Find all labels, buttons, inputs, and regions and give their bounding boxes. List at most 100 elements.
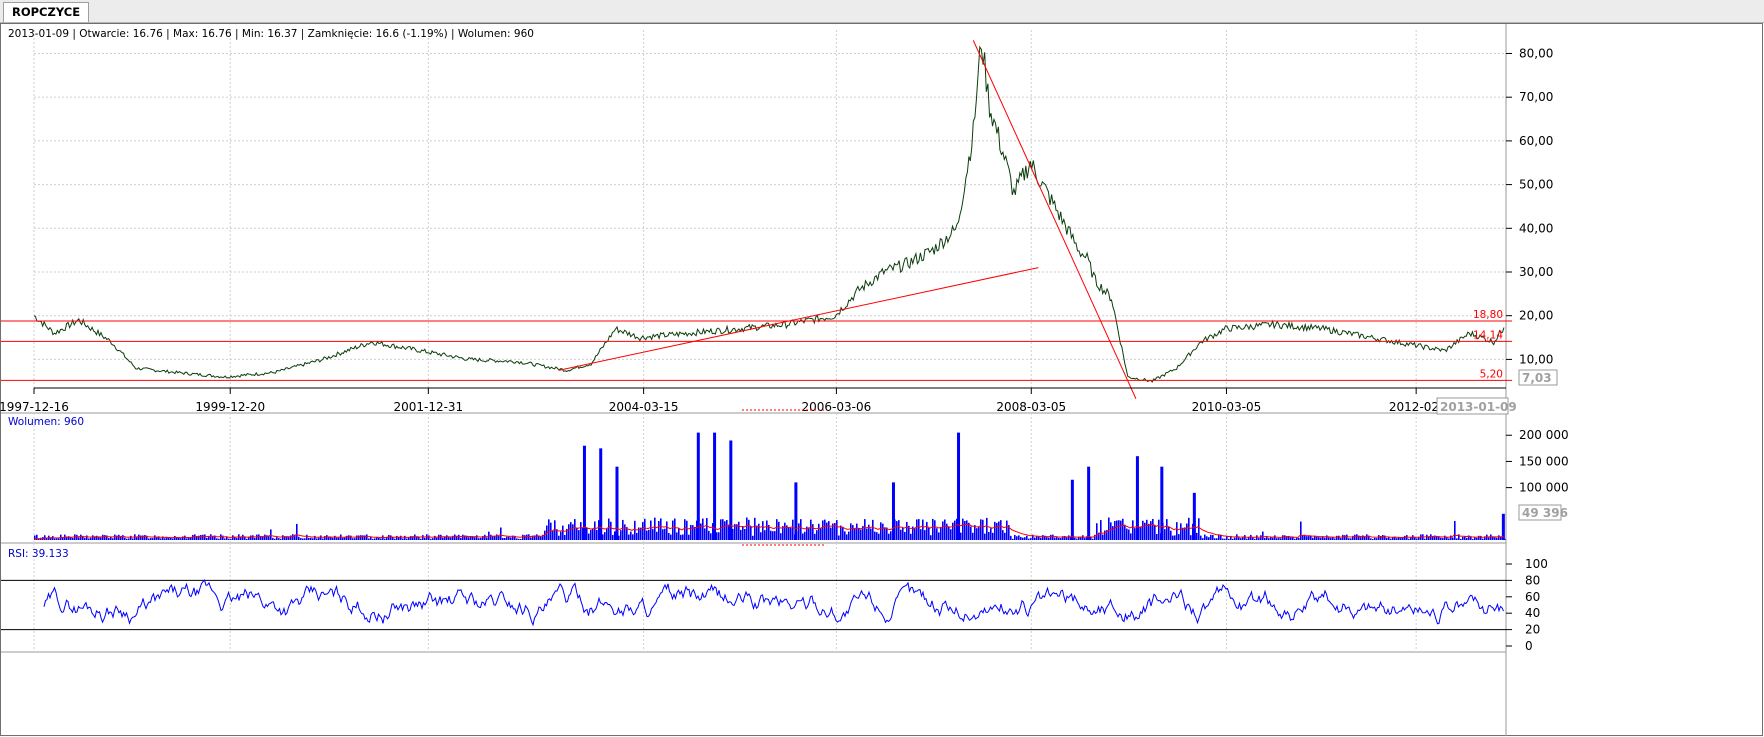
volume-bar <box>878 533 880 540</box>
price-y-tick-label: 40,00 <box>1519 221 1553 235</box>
volume-bar <box>602 534 604 540</box>
volume-bar <box>478 538 480 540</box>
volume-bar <box>54 538 56 540</box>
volume-bar <box>1102 534 1104 540</box>
volume-bar <box>660 518 662 540</box>
volume-bar <box>746 517 748 540</box>
volume-bar <box>1430 534 1432 540</box>
price-y-tick-label: 10,00 <box>1519 352 1553 366</box>
volume-bar <box>810 519 812 540</box>
volume-bar <box>108 538 110 540</box>
volume-bar <box>896 521 898 540</box>
volume-bar <box>126 538 128 540</box>
volume-bar <box>198 535 200 540</box>
tab-ropczyce[interactable]: ROPCZYCE <box>3 2 90 22</box>
volume-bar <box>1258 538 1260 540</box>
volume-peak-bar <box>1070 479 1074 540</box>
volume-bar <box>180 538 182 540</box>
volume-bar <box>694 526 696 540</box>
volume-bar <box>954 520 956 540</box>
volume-bar <box>942 521 944 540</box>
volume-bar <box>124 537 126 540</box>
volume-bar <box>1338 535 1340 540</box>
volume-bar <box>626 527 628 540</box>
volume-bar <box>1212 534 1214 540</box>
volume-bar <box>856 523 858 540</box>
volume-bar <box>594 521 596 540</box>
volume-bar <box>804 531 806 540</box>
volume-bar <box>296 523 298 540</box>
volume-bar <box>1022 537 1024 540</box>
volume-bar <box>264 534 266 540</box>
volume-bar <box>1128 529 1130 540</box>
volume-bar <box>278 538 280 540</box>
volume-bar <box>756 525 758 540</box>
volume-bar <box>984 533 986 540</box>
volume-bar <box>950 529 952 540</box>
volume-bar <box>326 535 328 540</box>
volume-bar <box>858 528 860 540</box>
volume-bar <box>472 536 474 540</box>
volume-bar <box>974 525 976 540</box>
volume-last-label: 49 396 <box>1522 506 1568 520</box>
volume-bar <box>830 527 832 540</box>
volume-bar <box>608 518 610 540</box>
volume-bar <box>538 535 540 540</box>
volume-bar <box>1062 536 1064 540</box>
volume-bar <box>1354 534 1356 540</box>
volume-bar <box>376 536 378 540</box>
volume-bar <box>1494 537 1496 540</box>
volume-bar <box>174 536 176 540</box>
volume-bar <box>798 523 800 540</box>
volume-bar <box>432 538 434 540</box>
volume-bar <box>1484 536 1486 540</box>
volume-bar <box>1030 538 1032 540</box>
volume-bar <box>524 535 526 540</box>
volume-bar <box>470 536 472 540</box>
volume-bar <box>486 537 488 540</box>
volume-bar <box>84 537 86 540</box>
volume-bar <box>1232 538 1234 540</box>
volume-bar <box>224 538 226 540</box>
volume-bar <box>1254 538 1256 540</box>
volume-bar <box>1442 538 1444 540</box>
volume-bar <box>874 531 876 540</box>
volume-bar <box>1476 537 1478 540</box>
volume-bar <box>1284 535 1286 540</box>
volume-bar <box>706 518 708 540</box>
volume-bar <box>446 535 448 540</box>
volume-bar <box>826 522 828 540</box>
volume-bar <box>1000 520 1002 540</box>
volume-bar <box>1006 520 1008 540</box>
volume-bar <box>442 537 444 540</box>
volume-bar <box>80 534 82 540</box>
volume-bar <box>150 538 152 540</box>
volume-bar <box>164 538 166 540</box>
volume-bar <box>718 532 720 540</box>
volume-bar <box>654 517 656 540</box>
volume-bar <box>350 535 352 540</box>
volume-bar <box>588 533 590 540</box>
volume-bar <box>440 534 442 540</box>
volume-bar <box>716 532 718 540</box>
volume-bar <box>412 536 414 540</box>
volume-bar <box>1404 535 1406 540</box>
volume-bar <box>1156 534 1158 540</box>
volume-bar <box>860 529 862 540</box>
volume-bar <box>368 538 370 540</box>
volume-bar <box>204 534 206 540</box>
volume-bar <box>778 521 780 540</box>
volume-bar <box>480 537 482 540</box>
volume-bar <box>228 538 230 540</box>
volume-bar <box>1040 537 1042 540</box>
volume-bar <box>1144 522 1146 540</box>
volume-bar <box>766 520 768 540</box>
volume-bar <box>146 535 148 540</box>
volume-bar <box>1460 538 1462 540</box>
volume-bar <box>1118 520 1120 540</box>
volume-bar <box>572 524 574 540</box>
volume-bar <box>208 536 210 540</box>
volume-bar <box>752 535 754 540</box>
volume-bar <box>924 530 926 540</box>
